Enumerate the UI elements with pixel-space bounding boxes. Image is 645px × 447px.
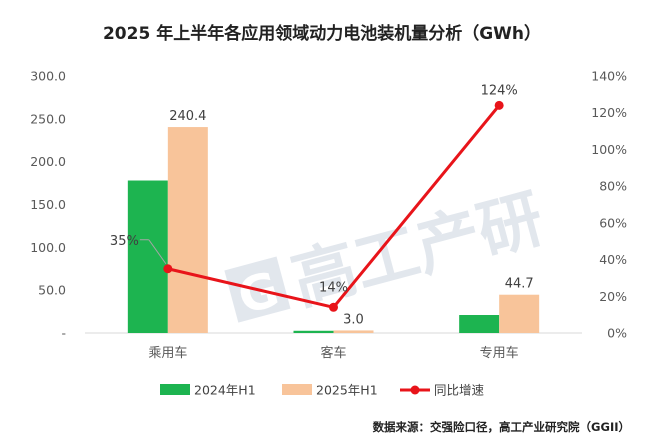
legend-swatch	[282, 384, 312, 395]
source-note: 数据来源：交强险口径，高工产业研究院（GGII）	[373, 420, 630, 434]
legend-swatch	[160, 384, 190, 395]
growth-data-label: 35%	[110, 234, 139, 249]
growth-data-label: 124%	[481, 83, 518, 98]
y-left-ticks: - 50.0 100.0 150.0 200.0 250.0 300.0	[30, 69, 66, 341]
category-label: 客车	[320, 345, 346, 361]
category-label: 乘用车	[148, 345, 187, 361]
growth-point	[329, 302, 338, 312]
growth-point	[494, 100, 504, 110]
growth-point	[163, 264, 173, 274]
bar-h1-2025	[167, 127, 208, 333]
legend-label: 2025年H1	[316, 383, 378, 398]
bar-series	[127, 127, 540, 333]
chart-title: 2025 年上半年各应用领域动力电池装机量分析（GWh）	[103, 23, 541, 44]
legend-swatch-marker	[410, 385, 420, 395]
legend: 2024年H1 2025年H1 同比增速	[160, 383, 485, 398]
y-right-tick-label: 20%	[599, 289, 627, 304]
bar-data-label: 44.7	[505, 277, 534, 292]
growth-data-label: 14%	[319, 280, 348, 295]
category-labels: 乘用车 客车 专用车	[148, 345, 518, 361]
y-left-tick-label: 250.0	[30, 111, 66, 126]
bar-h1-2025	[333, 330, 374, 333]
y-right-tick-label: 120%	[591, 105, 627, 120]
category-label: 专用车	[480, 345, 519, 361]
y-right-tick-label: 60%	[599, 215, 627, 230]
bar-h1-2025	[499, 294, 540, 333]
data-labels: 240.4 3.0 44.7 35% 14% 124%	[110, 83, 534, 327]
y-left-tick-label: -	[61, 326, 66, 341]
y-left-tick-label: 200.0	[30, 154, 66, 169]
bar-h1-2024	[127, 180, 168, 333]
y-right-ticks: 0% 20% 40% 60% 80% 100% 120% 140%	[591, 69, 627, 341]
y-left-tick-label: 150.0	[30, 197, 66, 212]
line-series	[163, 100, 504, 312]
bar-data-label: 3.0	[343, 312, 364, 327]
y-left-tick-label: 300.0	[30, 69, 66, 84]
y-right-tick-label: 100%	[591, 142, 627, 157]
y-right-tick-label: 80%	[599, 179, 627, 194]
y-left-tick-label: 50.0	[38, 283, 66, 298]
leader-line	[148, 239, 167, 265]
legend-label: 2024年H1	[194, 383, 256, 398]
bar-data-label: 240.4	[169, 109, 206, 124]
y-right-tick-label: 40%	[599, 252, 627, 267]
bar-h1-2024	[293, 330, 334, 333]
y-right-tick-label: 0%	[607, 326, 627, 341]
y-right-tick-label: 140%	[591, 69, 627, 84]
legend-label: 同比增速	[434, 383, 485, 398]
bar-h1-2024	[459, 315, 500, 333]
y-left-tick-label: 100.0	[30, 240, 66, 255]
